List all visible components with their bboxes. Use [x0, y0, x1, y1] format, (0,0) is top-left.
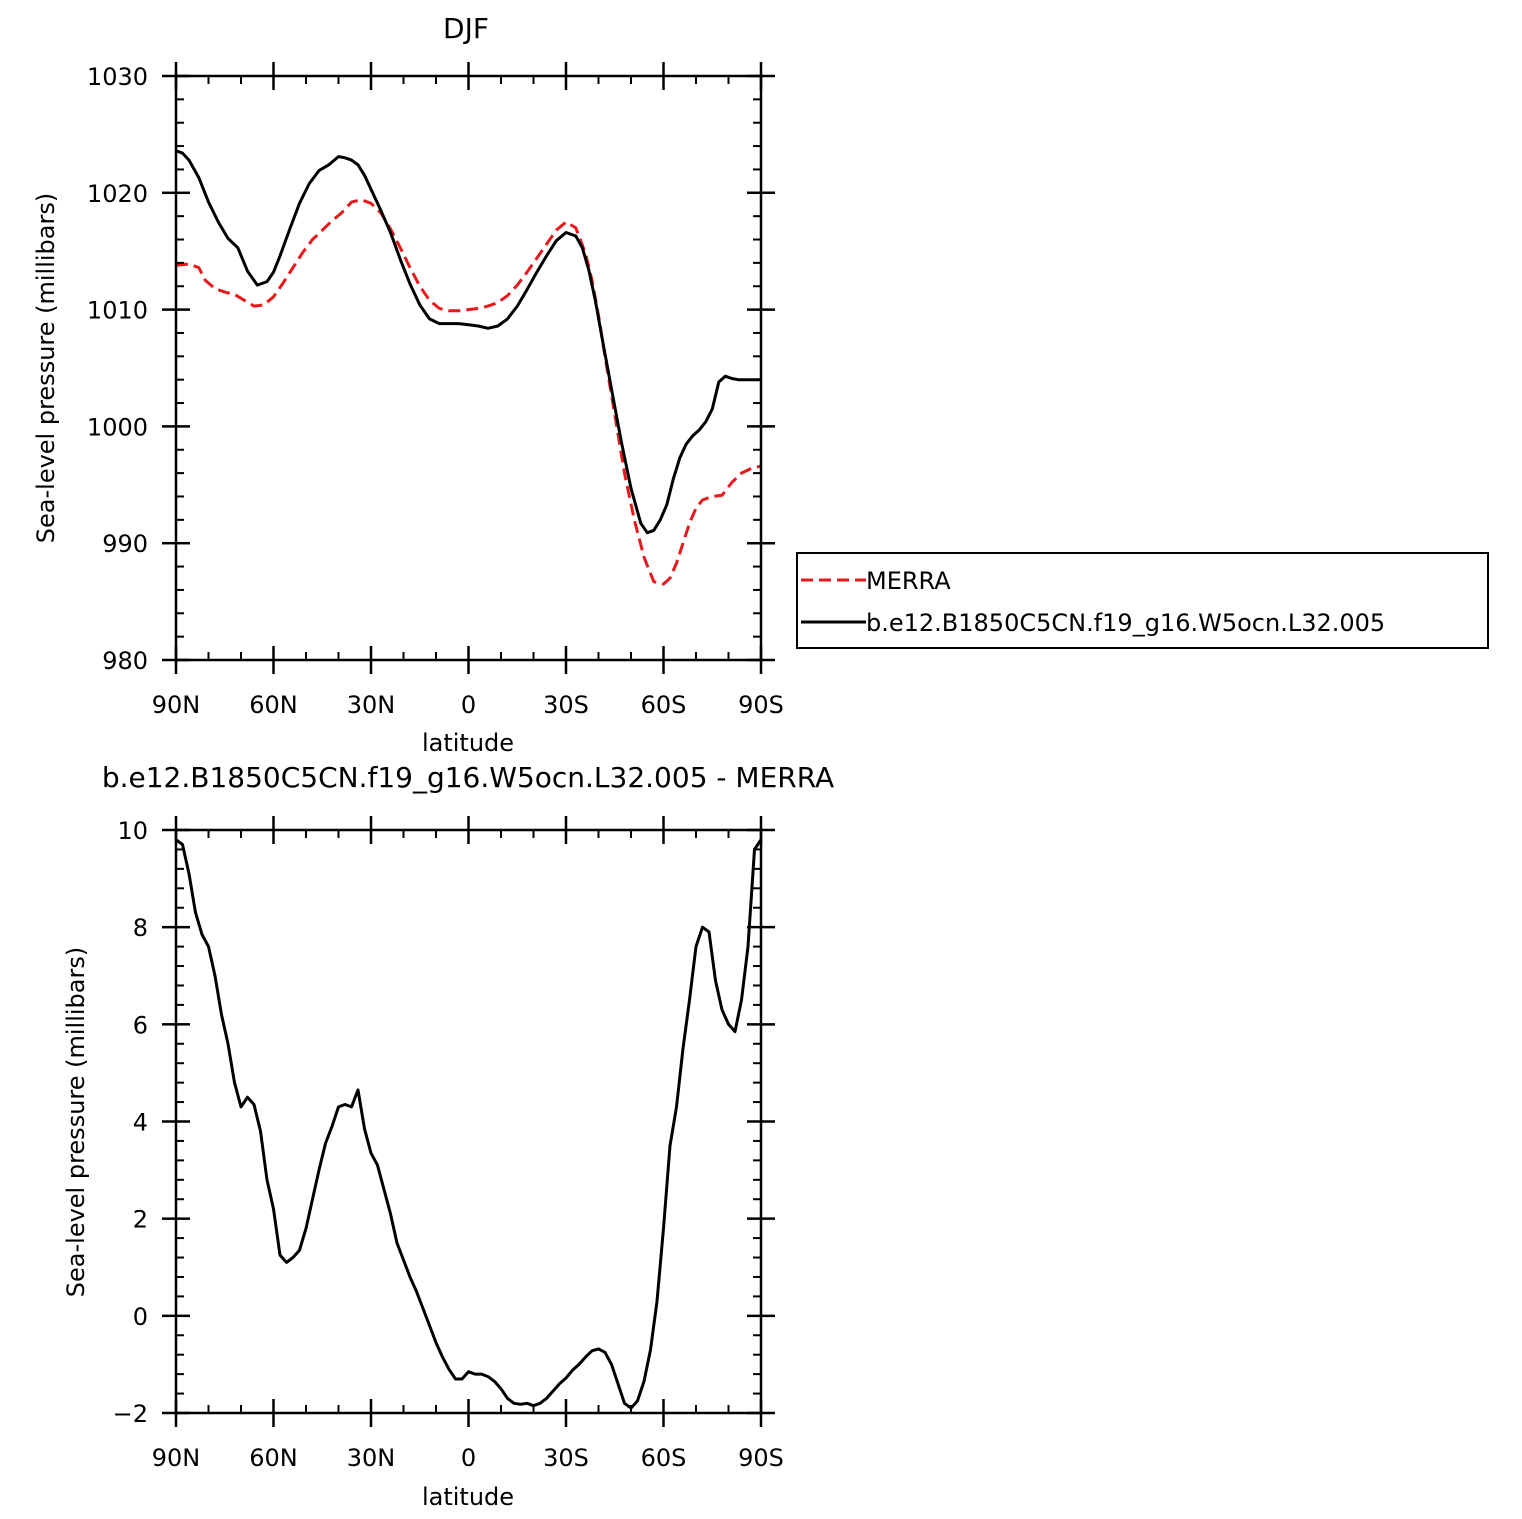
- bottom-x-tick-label: 0: [461, 1444, 476, 1472]
- bottom-y-tick-label: 10: [117, 817, 148, 845]
- bottom-x-tick-label: 60N: [249, 1444, 298, 1472]
- top-x-tick-label: 60N: [249, 691, 298, 719]
- top-y-tick-label: 1000: [87, 413, 148, 441]
- top-y-tick-label: 1020: [87, 180, 148, 208]
- bottom-panel: b.e12.B1850C5CN.f19_g16.W5ocn.L32.005 - …: [62, 761, 834, 1511]
- bottom-x-tick-label: 90N: [152, 1444, 201, 1472]
- top-x-axis-label: latitude: [422, 729, 514, 757]
- top-series-line-merra: [175, 198, 762, 586]
- top-y-tick-label: 980: [102, 647, 148, 675]
- top-y-tick-label: 990: [102, 530, 148, 558]
- bottom-ticks: −2 0 2 4 6 8 10 90N 60N 30N 0 30S 60S 90S: [113, 816, 784, 1472]
- bottom-x-axis-label: latitude: [422, 1483, 514, 1511]
- top-x-tick-label: 90S: [738, 691, 784, 719]
- top-series-line-b-e12-b1850c5cn-f19-g16-w5ocn-l32-005: [175, 149, 761, 535]
- bottom-x-tick-label: 30S: [543, 1444, 589, 1472]
- top-x-tick-label: 60S: [641, 691, 687, 719]
- top-x-tick-label: 30N: [347, 691, 396, 719]
- bottom-y-tick-label: −2: [113, 1400, 148, 1428]
- legend-label-model: b.e12.B1850C5CN.f19_g16.W5ocn.L32.005: [866, 609, 1385, 637]
- bottom-y-tick-label: 6: [133, 1011, 148, 1039]
- bottom-y-axis-label: Sea-level pressure (millibars): [62, 947, 90, 1297]
- top-plot-frame: [174, 74, 763, 662]
- bottom-y-tick-label: 4: [133, 1109, 148, 1137]
- top-series: [175, 149, 762, 586]
- bottom-y-tick-label: 8: [133, 914, 148, 942]
- top-y-tick-label: 1030: [87, 63, 148, 91]
- bottom-series-line-0: [175, 838, 763, 1410]
- top-x-tick-label: 30S: [543, 691, 589, 719]
- top-x-tick-label: 90N: [152, 691, 201, 719]
- top-title: DJF: [443, 12, 489, 45]
- legend: MERRA b.e12.B1850C5CN.f19_g16.W5ocn.L32.…: [796, 552, 1489, 649]
- top-x-tick-label: 0: [461, 691, 476, 719]
- bottom-y-tick-label: 2: [133, 1206, 148, 1234]
- bottom-x-tick-label: 30N: [347, 1444, 396, 1472]
- legend-label-merra: MERRA: [866, 567, 951, 595]
- legend-box: [796, 552, 1489, 649]
- top-y-axis-label: Sea-level pressure (millibars): [32, 193, 60, 543]
- bottom-x-tick-label: 90S: [738, 1444, 784, 1472]
- bottom-title: b.e12.B1850C5CN.f19_g16.W5ocn.L32.005 - …: [102, 761, 834, 794]
- top-ticks: 980 990 1000 1010 1020 1030 90N 60N 30N 0 30S 60S 90…: [87, 62, 784, 719]
- bottom-y-tick-label: 0: [133, 1303, 148, 1331]
- bottom-x-tick-label: 60S: [641, 1444, 687, 1472]
- bottom-series: [175, 838, 763, 1410]
- top-y-tick-label: 1010: [87, 297, 148, 325]
- top-panel: DJF 980 990 1000 1010 1020 1030 90N 60N 30N 0 30S 6…: [32, 12, 1489, 757]
